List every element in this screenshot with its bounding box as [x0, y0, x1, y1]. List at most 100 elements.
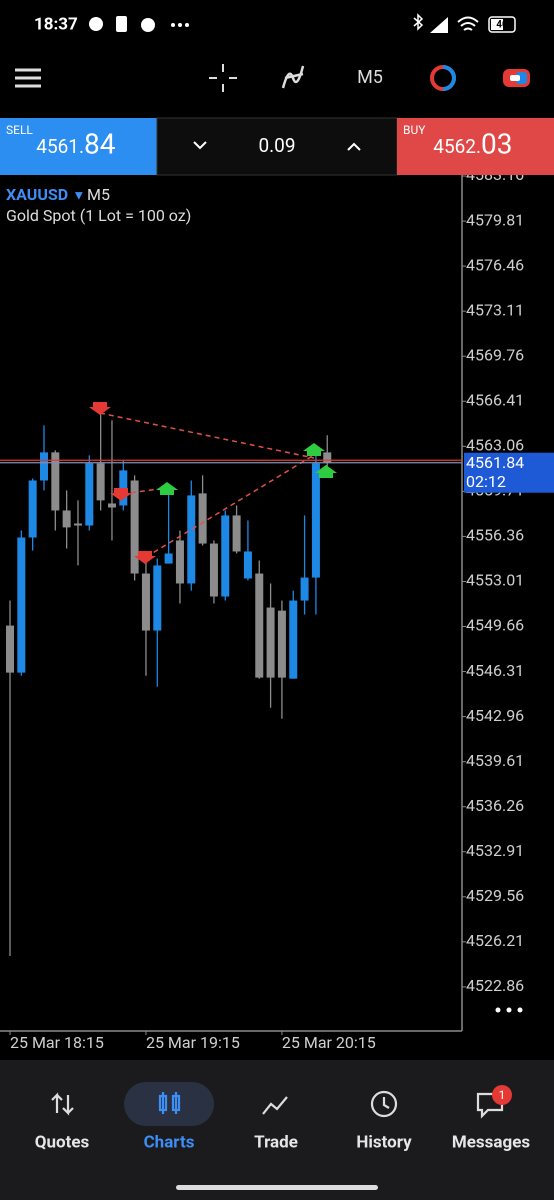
volume[interactable]: 0.09 — [258, 134, 295, 157]
sell-arrow — [89, 402, 111, 415]
candle-body — [175, 540, 184, 584]
crosshair-button[interactable] — [209, 64, 237, 92]
volume-down[interactable] — [193, 141, 207, 150]
candle-body — [51, 452, 60, 511]
wifi-icon — [457, 16, 479, 31]
nav-label[interactable]: Trade — [254, 1132, 298, 1152]
symbol: XAUUSD — [6, 185, 68, 204]
y-tick-label: 4566.41 — [466, 390, 524, 409]
y-tick-label: 4579.81 — [466, 210, 524, 229]
home-indicator — [176, 1185, 378, 1190]
sell-price-pips: 84 — [84, 127, 116, 160]
buy-price-whole: 4562. — [433, 135, 481, 158]
app-icon — [116, 16, 127, 32]
y-tick-label: 4539.61 — [466, 751, 524, 770]
chart-menu-button[interactable] — [495, 1007, 523, 1013]
y-tick-label: 4576.46 — [466, 255, 524, 274]
candle-body — [39, 452, 48, 481]
indicators-button[interactable] — [281, 65, 305, 89]
sell-arrow — [110, 488, 132, 501]
active-tab-pill — [124, 1082, 214, 1126]
app-icon — [141, 18, 155, 32]
candle-body — [323, 452, 332, 463]
candle-body — [73, 523, 82, 526]
candle-body — [153, 565, 162, 631]
candle-body — [141, 573, 150, 631]
signal-icon — [430, 17, 448, 33]
y-tick-label: 4522.86 — [466, 976, 524, 995]
timeframe-button[interactable]: M5 — [357, 67, 383, 88]
buy-price-pips: 03 — [481, 127, 512, 160]
candle-body — [209, 543, 218, 597]
candle-body — [187, 495, 196, 584]
bottom-nav — [0, 1060, 554, 1200]
candle-body — [266, 607, 275, 678]
nav-label[interactable]: Messages — [452, 1132, 531, 1152]
more-icon — [171, 23, 189, 27]
trade-line — [145, 454, 315, 558]
y-tick-label: 4556.36 — [466, 526, 524, 545]
chart: 4583.164579.814576.464573.114569.764566.… — [0, 165, 524, 1052]
candle-body — [62, 510, 71, 528]
candle-body — [17, 537, 26, 673]
y-tick-label: 4532.91 — [466, 841, 524, 860]
candle-body — [300, 577, 309, 601]
trade-toggle-part — [516, 72, 527, 84]
chart-timeframe: M5 — [87, 185, 110, 204]
sell-arrow — [134, 551, 156, 564]
y-tick-label: 4529.56 — [466, 886, 524, 905]
y-tick-label: 4573.11 — [466, 300, 524, 319]
y-tick-label: 4563.06 — [466, 436, 524, 455]
trade-line — [99, 412, 315, 459]
buy-button[interactable] — [397, 118, 554, 175]
x-tick-label: 25 Mar 20:15 — [282, 1033, 376, 1052]
price-tag-value: 4561.84 — [466, 453, 524, 472]
price-tag — [464, 452, 554, 493]
y-tick-label: 4569.76 — [466, 345, 524, 364]
candle-body — [311, 463, 320, 578]
trade-toggle-part — [510, 75, 520, 81]
symbol-caret: ▼ — [75, 191, 83, 202]
nav-label[interactable]: Charts — [144, 1132, 195, 1152]
nav-label[interactable]: History — [356, 1132, 412, 1152]
candle-body — [255, 573, 264, 678]
chart-subtitle: Gold Spot (1 Lot = 100 oz) — [6, 206, 191, 225]
candle-body — [107, 503, 116, 508]
y-tick-label: 4549.66 — [466, 616, 524, 635]
price-tag-countdown: 02:12 — [466, 472, 506, 491]
candle-body — [6, 625, 14, 673]
battery-text: 40 — [496, 20, 508, 31]
objects-button-half — [442, 65, 456, 91]
candle-body — [232, 515, 241, 552]
badge — [492, 1085, 512, 1105]
trade-markers — [89, 402, 337, 564]
menu-button[interactable] — [15, 68, 41, 88]
candle-body — [221, 515, 230, 597]
y-tick-label: 4553.01 — [466, 571, 524, 590]
candle-body — [277, 610, 286, 678]
clock: 18:37 — [34, 14, 78, 34]
sell-price-whole: 4561. — [36, 135, 84, 158]
sell-button[interactable] — [0, 118, 157, 175]
candle-body — [85, 463, 94, 526]
badge-count: 1 — [499, 1088, 506, 1102]
candle-body — [243, 551, 252, 579]
y-tick-label: 4542.96 — [466, 706, 524, 725]
candle-body — [28, 480, 37, 538]
battery-icon — [488, 16, 516, 33]
buy-arrow — [303, 443, 325, 456]
candle-body — [198, 493, 207, 544]
volume-up[interactable] — [347, 142, 361, 151]
x-tick-label: 25 Mar 19:15 — [146, 1033, 240, 1052]
bluetooth-icon — [413, 13, 424, 31]
buy-arrow — [315, 465, 337, 478]
toolbar — [0, 48, 554, 118]
app-icon — [89, 17, 103, 31]
candle-body — [96, 463, 105, 501]
nav-label[interactable]: Quotes — [35, 1132, 90, 1152]
buy-label: BUY — [403, 123, 426, 137]
y-tick-label: 4526.21 — [466, 931, 524, 950]
candle-body — [130, 480, 139, 574]
